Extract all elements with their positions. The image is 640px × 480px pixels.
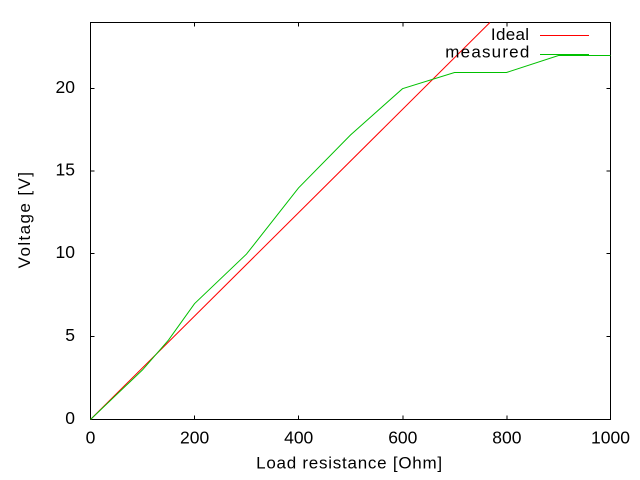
svg-text:Ideal: Ideal (491, 25, 529, 44)
svg-text:15: 15 (56, 160, 75, 180)
svg-text:800: 800 (492, 428, 521, 448)
svg-text:20: 20 (56, 77, 76, 97)
svg-text:200: 200 (180, 428, 209, 448)
svg-text:Voltage [V]: Voltage [V] (15, 171, 34, 269)
svg-text:600: 600 (388, 428, 417, 448)
svg-text:10: 10 (56, 242, 76, 262)
svg-text:measured: measured (445, 43, 530, 62)
svg-text:1000: 1000 (591, 428, 630, 448)
svg-text:0: 0 (86, 428, 96, 448)
svg-text:400: 400 (284, 428, 313, 448)
svg-text:Load resistance [Ohm]: Load resistance [Ohm] (256, 454, 443, 473)
svg-text:5: 5 (65, 325, 75, 345)
svg-text:0: 0 (65, 408, 75, 428)
